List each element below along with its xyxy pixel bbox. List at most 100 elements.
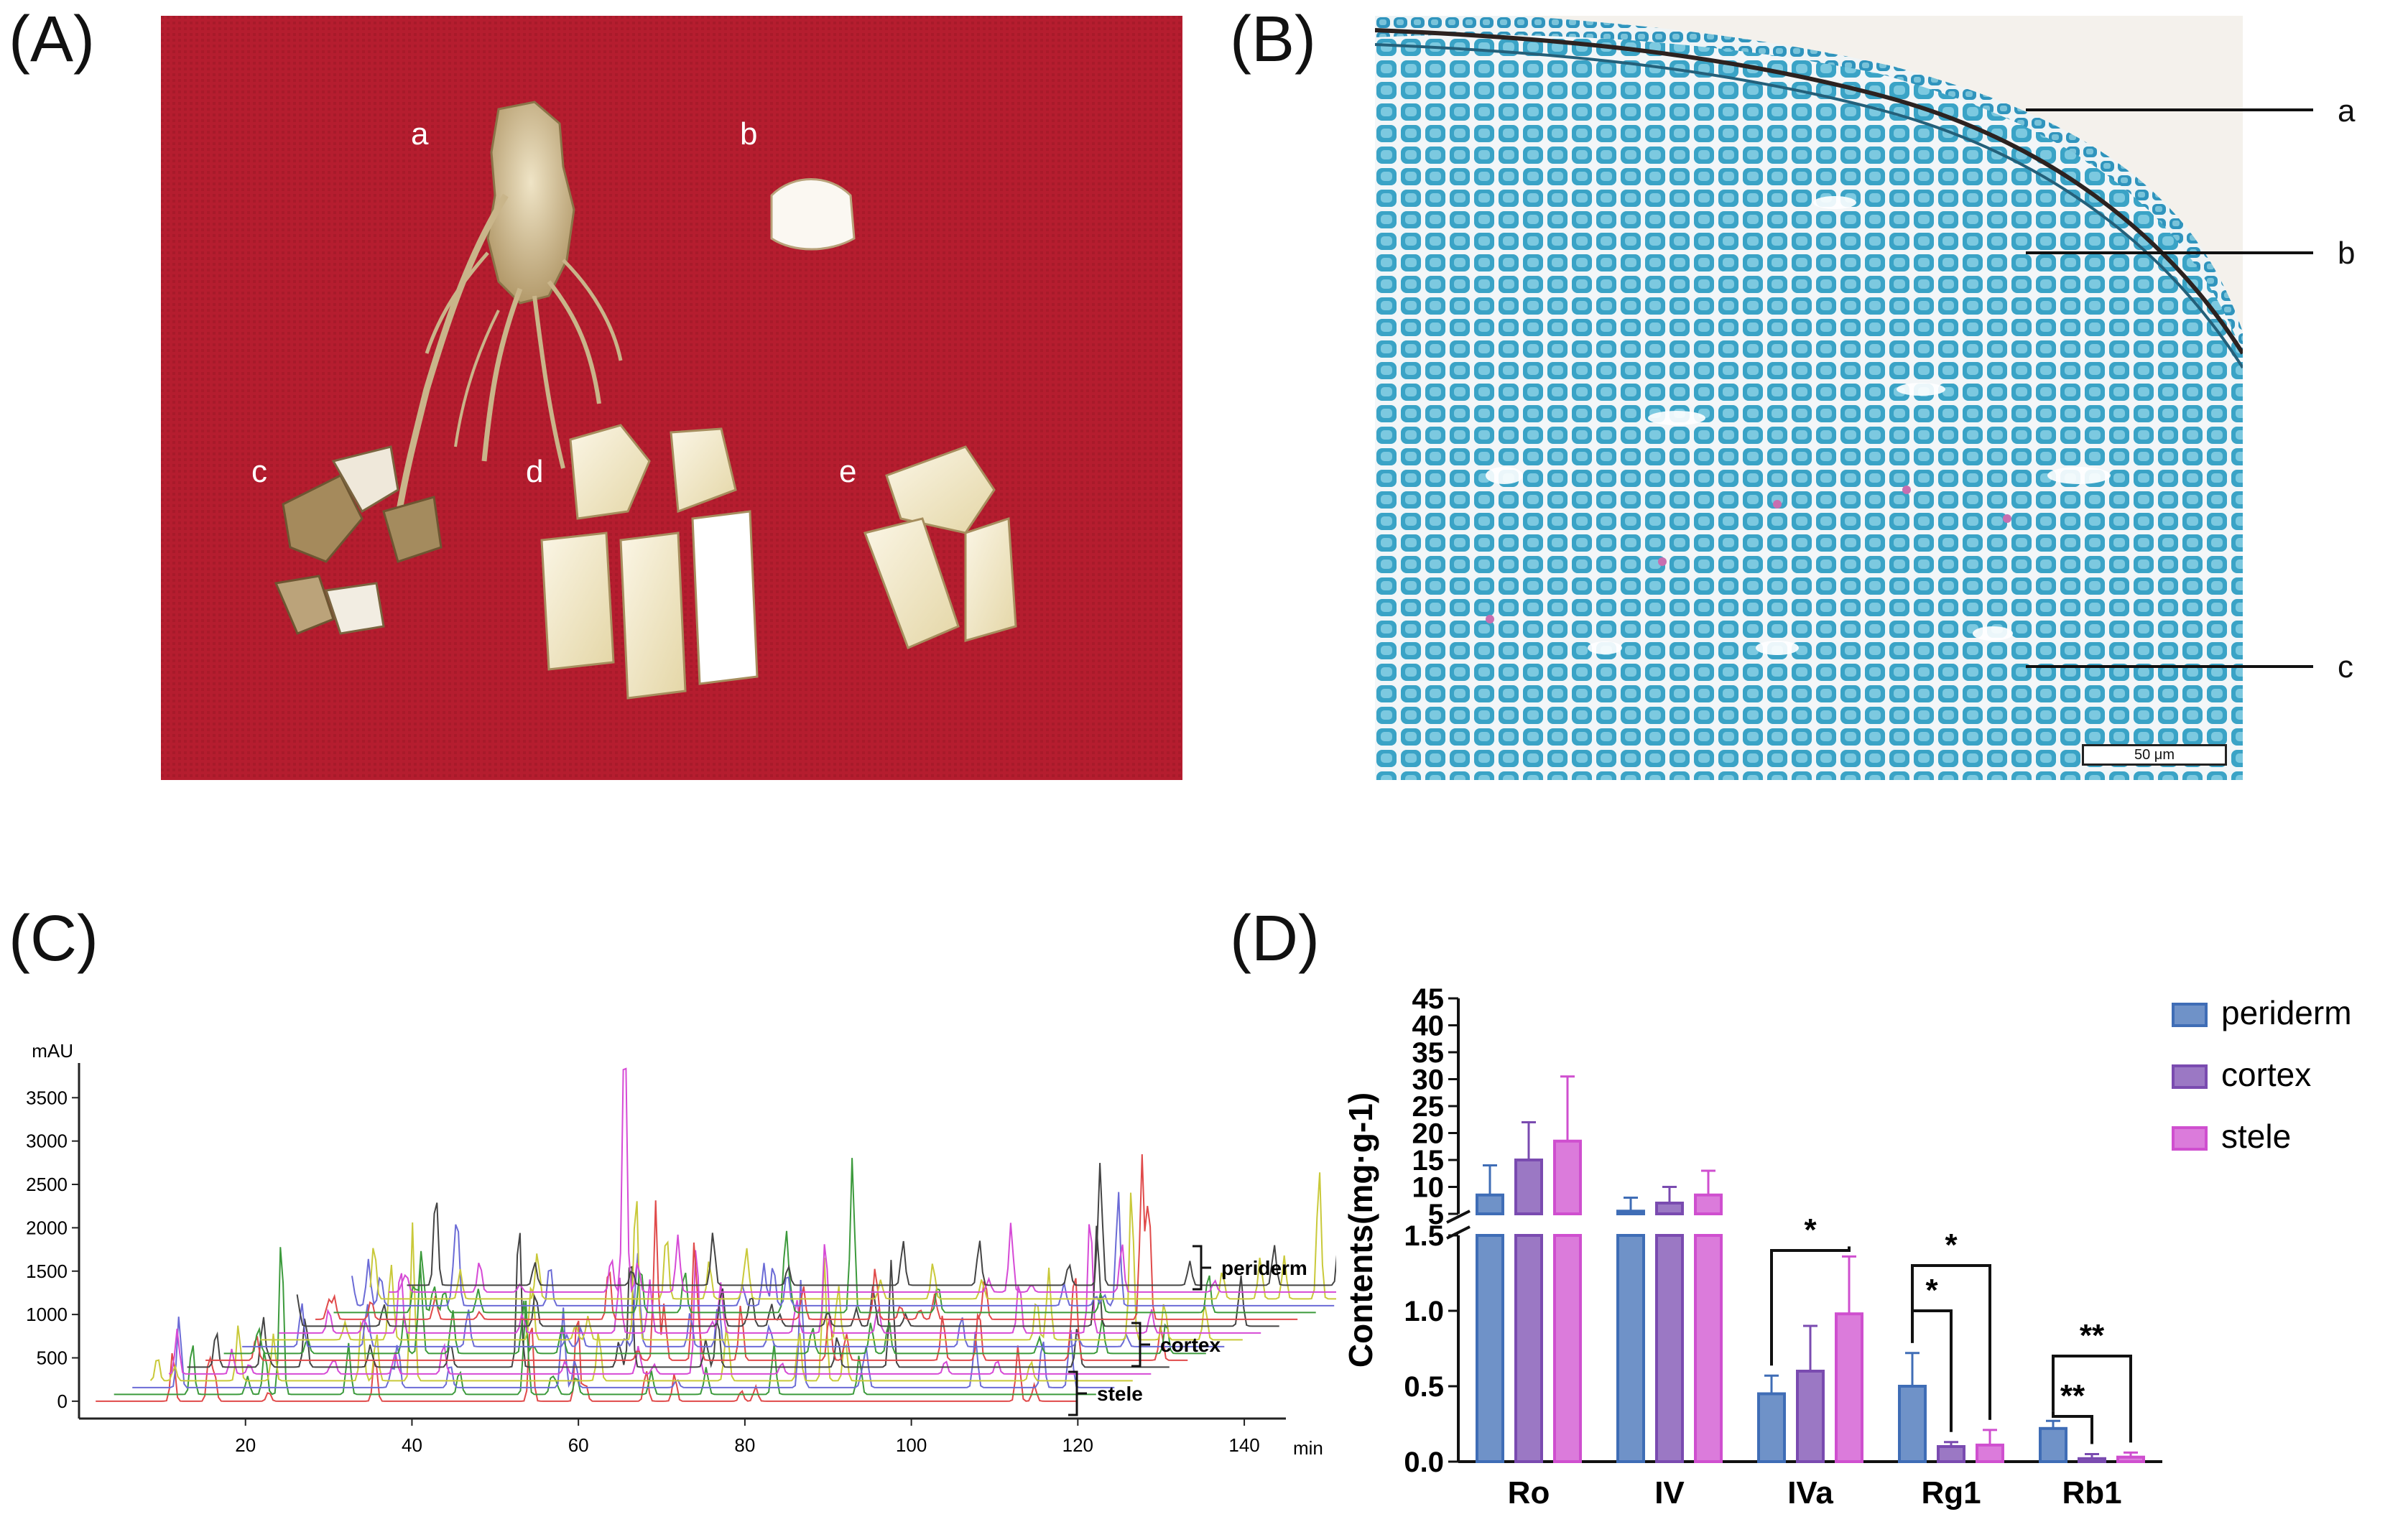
y-tick-label: 0 [57, 1391, 68, 1412]
chromatogram-trace [315, 1154, 1298, 1320]
legend-swatch [2172, 1064, 2208, 1089]
periderm-pieces [274, 445, 443, 635]
legend-label: periderm [2221, 994, 2352, 1031]
bar [1898, 1385, 1927, 1463]
x-tick-label: 40 [402, 1434, 422, 1456]
group-label: periderm [1221, 1257, 1307, 1279]
bar [1757, 1392, 1786, 1463]
micrograph: 50 μm [1375, 16, 2243, 780]
x-axis-unit: min [1293, 1437, 1323, 1459]
letter-c: c [251, 454, 267, 489]
group-bracket [1131, 1322, 1150, 1368]
y-tick-label: 15 [1412, 1145, 1445, 1176]
bar [1476, 1193, 1504, 1215]
bar [1655, 1202, 1684, 1215]
root-photo: a b c d e [161, 16, 1182, 780]
chromatogram-trace [205, 1200, 1188, 1361]
x-tick-label: IV [1654, 1475, 1685, 1510]
significance-label: ** [2080, 1318, 2105, 1353]
y-tick-label: 3000 [26, 1131, 68, 1152]
significance-bracket [2052, 1355, 2132, 1443]
x-tick-label: 140 [1228, 1434, 1259, 1456]
x-tick-label: Rg1 [1921, 1475, 1981, 1510]
bar [1553, 1139, 1582, 1215]
bar [2039, 1426, 2067, 1463]
significance-bracket [2052, 1411, 2093, 1444]
chromatogram-chart: mAU min 0 500 1000 1500 2000 2500 3000 3500 20 40 60… [26, 1040, 1336, 1459]
y-tick-label: 40 [1412, 1011, 1445, 1042]
y-axis-title: Contents(mg·g-1) [1342, 1092, 1379, 1368]
letter-b: b [740, 116, 758, 152]
chromatogram-trace [279, 1224, 1261, 1334]
whole-root [394, 101, 623, 519]
x-tick-label: Rb1 [2062, 1475, 2121, 1510]
bar [1514, 1234, 1543, 1463]
letter-e: e [839, 454, 857, 489]
stem-slice [770, 178, 856, 251]
letter-a: a [411, 116, 429, 152]
significance-label: * [1945, 1227, 1958, 1263]
y-tick-label: 20 [1412, 1118, 1445, 1150]
bar [1514, 1159, 1543, 1215]
bar [1835, 1312, 1863, 1464]
group-label: stele [1097, 1383, 1143, 1405]
bar [1976, 1443, 2004, 1464]
x-tick-label: 120 [1062, 1434, 1093, 1456]
y-tick-label: 25 [1412, 1091, 1445, 1123]
b-letter-b: b [2338, 236, 2356, 271]
panel-label-b: (B) [1230, 4, 1316, 75]
chromatogram-trace [260, 1192, 1243, 1341]
x-tick-label: 100 [896, 1434, 927, 1456]
cortex-pieces [540, 424, 759, 700]
bar [2078, 1457, 2106, 1463]
bar [1616, 1234, 1645, 1463]
legend-label: stele [2221, 1118, 2291, 1155]
panel-label-c: (C) [9, 903, 98, 975]
bar [1476, 1234, 1504, 1463]
y-tick-label: 45 [1412, 983, 1445, 1015]
bar [1655, 1234, 1684, 1463]
bar [1616, 1210, 1645, 1215]
legend-label: cortex [2221, 1056, 2311, 1093]
significance-label: * [1925, 1273, 1938, 1308]
micrograph-illustration [1375, 16, 2243, 780]
panel-label-a: (A) [9, 4, 95, 75]
group-bracket [1068, 1370, 1087, 1416]
chromatogram-trace [132, 1280, 1115, 1388]
chromatogram-trace [407, 1163, 1336, 1286]
y-tick-label: 1.5 [1404, 1220, 1444, 1252]
y-tick-label: 10 [1412, 1172, 1445, 1204]
y-tick-label: 35 [1412, 1037, 1445, 1069]
y-tick-label: 5 [1428, 1199, 1444, 1230]
chromatogram-trace [187, 1233, 1170, 1368]
bar [2116, 1455, 2145, 1464]
chromatogram-trace [168, 1250, 1152, 1375]
axis-break [1446, 1210, 1471, 1240]
y-tick-label: 1500 [26, 1261, 68, 1282]
b-letter-a: a [2338, 93, 2356, 129]
x-tick-label: IVa [1787, 1475, 1833, 1510]
y-tick-label: 3500 [26, 1087, 68, 1108]
letter-d: d [526, 454, 544, 489]
chromatogram-trace [369, 1172, 1336, 1300]
chromatogram-trace [223, 1263, 1206, 1355]
chromatogram-trace [96, 1320, 1078, 1402]
x-tick-label: 80 [734, 1434, 755, 1456]
significance-bracket [1770, 1246, 1851, 1366]
root-photo-illustration [161, 16, 1182, 780]
x-tick-label: Ro [1508, 1475, 1550, 1510]
scale-bar-label: 50 μm [2134, 747, 2175, 763]
legend-swatch [2172, 1003, 2208, 1027]
x-tick-label: 20 [235, 1434, 256, 1456]
y-tick-label: 500 [37, 1347, 68, 1368]
chromatogram-trace [333, 1158, 1316, 1314]
y-tick-label: 2500 [26, 1174, 68, 1195]
y-tick-label: 0.0 [1404, 1447, 1444, 1478]
chromatogram-trace [242, 1253, 1225, 1347]
legend-swatch [2172, 1126, 2208, 1151]
chromatogram-trace [114, 1247, 1096, 1396]
x-tick-label: 60 [568, 1434, 589, 1456]
stele-pieces [863, 445, 1017, 649]
